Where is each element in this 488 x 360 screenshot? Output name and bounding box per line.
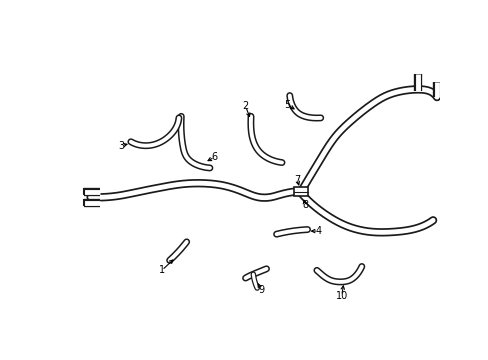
Text: 7: 7 [294,175,300,185]
Text: 8: 8 [302,200,307,210]
Text: 1: 1 [159,265,164,275]
Text: 2: 2 [242,101,248,111]
Bar [293,187,307,197]
Text: 6: 6 [211,152,217,162]
Text: 10: 10 [335,291,347,301]
Text: 5: 5 [284,100,290,110]
Text: 3: 3 [118,141,124,150]
Text: 9: 9 [258,285,264,294]
Text: 4: 4 [315,226,321,236]
